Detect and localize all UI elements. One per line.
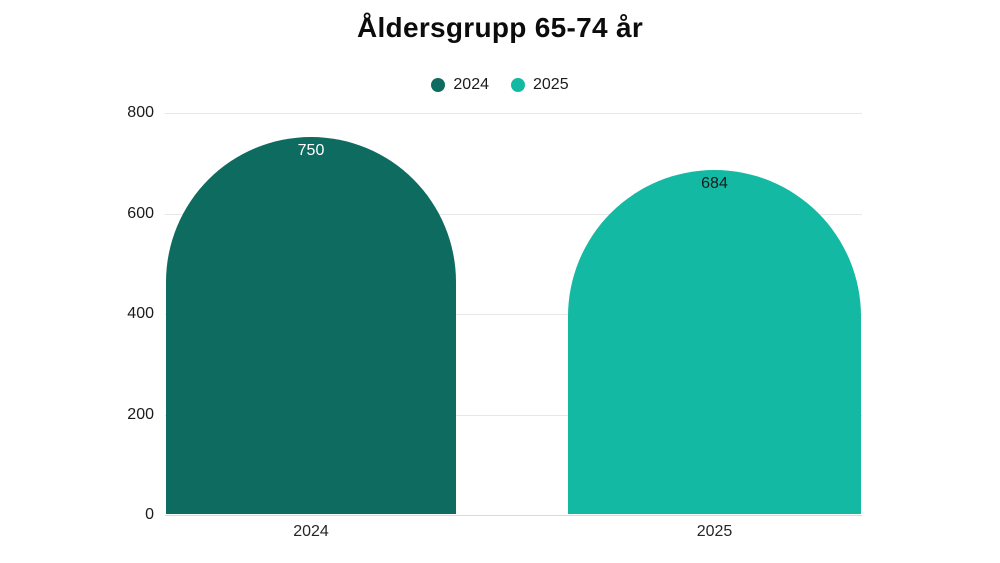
- y-tick-label-600: 600: [127, 204, 154, 222]
- bar-2025: 684: [568, 170, 861, 514]
- y-tick-label-200: 200: [127, 405, 154, 423]
- bar-2024: 750: [166, 137, 456, 514]
- chart-title: Åldersgrupp 65-74 år: [356, 12, 644, 43]
- legend: 2024 2025: [0, 76, 1000, 94]
- gridline-400: [165, 314, 862, 315]
- legend-label: 2025: [533, 76, 569, 93]
- y-tick-label-800: 800: [127, 104, 154, 121]
- bar-value-label-2024: 750: [297, 142, 325, 160]
- x-axis-label-2024: 2024: [293, 523, 329, 540]
- gridline-600: [165, 213, 862, 215]
- legend-swatch-icon: [511, 78, 525, 92]
- y-tick-label-0: 0: [145, 506, 154, 523]
- y-tick-label-400: 400: [127, 305, 154, 322]
- gridline-800: [165, 113, 862, 114]
- plot-area: 0 200 400 600 800 750 2024 684 2025: [127, 104, 862, 540]
- gridline-0: [165, 515, 862, 516]
- legend-label: 2024: [453, 76, 489, 93]
- legend-item-2024[interactable]: 2024: [431, 76, 489, 94]
- bar-value-label-2025: 684: [701, 175, 728, 193]
- gridline-200: [165, 414, 862, 416]
- x-axis-label-2025: 2025: [696, 523, 733, 540]
- legend-swatch-icon: [431, 78, 446, 92]
- legend-item-2025[interactable]: 2025: [511, 76, 569, 94]
